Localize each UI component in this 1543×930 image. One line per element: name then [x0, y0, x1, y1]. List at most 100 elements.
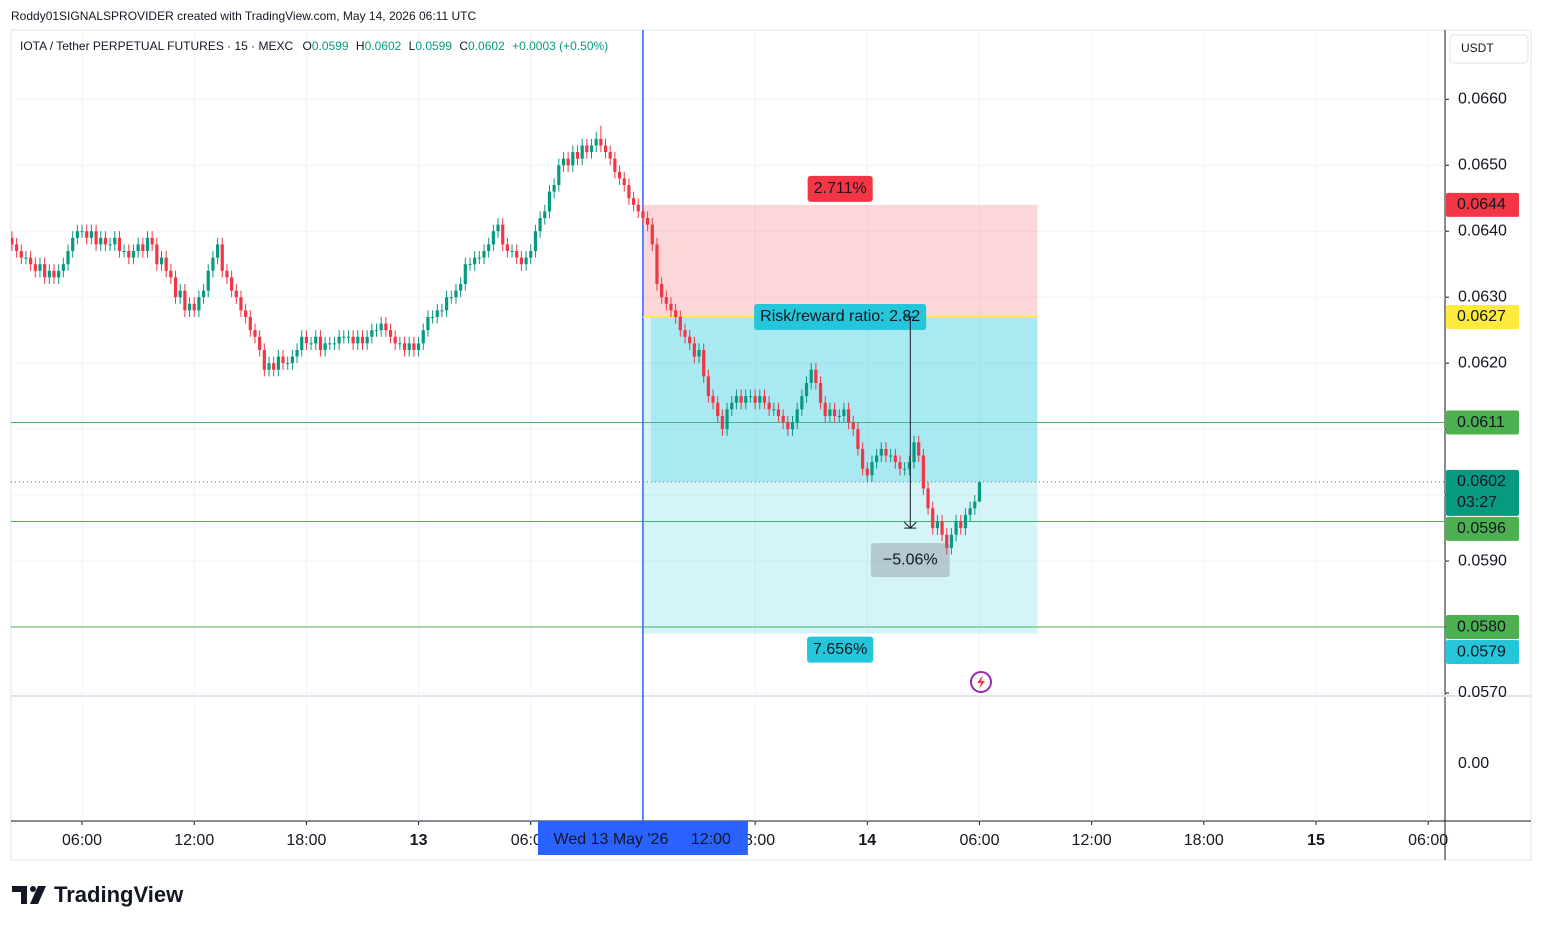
candle-body — [898, 462, 902, 469]
candle-body — [865, 468, 869, 476]
price-label-box — [1446, 615, 1519, 640]
candle-body — [758, 396, 762, 403]
position-stop-zone — [642, 204, 1038, 317]
overlay-layer: 2.711% 7.656% Risk/reward ratio: 2.82 −5.06… — [537, 175, 1519, 855]
candle-body — [398, 343, 402, 345]
candle-body — [627, 185, 631, 199]
candle-body — [519, 257, 524, 265]
candle-body — [547, 191, 552, 212]
price-label-box — [1446, 516, 1519, 541]
candle-body — [828, 409, 832, 416]
current-price-box — [1446, 469, 1519, 516]
candle-body — [99, 237, 103, 245]
candle-body — [795, 409, 799, 423]
price-label: 0.0580 — [1457, 618, 1506, 635]
candle-body — [459, 283, 463, 291]
currency-label[interactable]: USDT — [1461, 41, 1494, 55]
candle-body — [613, 158, 617, 172]
candle-body — [800, 396, 804, 410]
candle-body — [884, 448, 888, 456]
candle-body — [809, 369, 813, 383]
candle-body — [575, 152, 580, 159]
candle-body — [804, 382, 809, 397]
candle-body — [211, 257, 215, 271]
x-tick-label: 06:00 — [959, 832, 999, 849]
candle-body — [688, 336, 692, 344]
candle-body — [454, 290, 458, 298]
candle-body — [47, 270, 51, 278]
candle-body — [762, 396, 767, 403]
price-label: 0.0579 — [1457, 643, 1506, 660]
brand-logo-dot — [30, 886, 36, 892]
chart-frame — [10, 29, 1532, 861]
candle-body — [515, 251, 519, 258]
candle-body — [155, 244, 159, 265]
price-label-box — [1446, 640, 1519, 665]
alert-icon-bolt[interactable] — [977, 675, 985, 689]
price-label-box — [1446, 192, 1519, 217]
currency-button[interactable] — [1449, 34, 1529, 64]
candle-body — [187, 303, 192, 311]
y-tick-label: 0.0650 — [1458, 156, 1507, 173]
candle-body — [622, 178, 626, 186]
candle-body — [510, 251, 514, 253]
candle-body — [197, 297, 201, 311]
brand-logo-slash — [30, 886, 46, 904]
candle-body — [524, 257, 528, 265]
candle-body — [678, 316, 682, 331]
current-price-label: 0.0602 — [1457, 473, 1506, 490]
candle-body — [258, 336, 262, 350]
candle-body — [337, 336, 341, 344]
position-stop-label-box — [807, 175, 873, 202]
candle-body — [314, 336, 318, 344]
candle-layer — [11, 125, 982, 555]
candle-body — [646, 218, 650, 225]
y-tick-label: 0.0570 — [1458, 684, 1507, 701]
candle-body — [309, 343, 313, 345]
candle-body — [683, 330, 687, 337]
candle-body — [571, 152, 575, 166]
legend-open-value: 0.0599 — [312, 39, 349, 53]
candle-body — [814, 369, 818, 383]
candle-body — [286, 363, 290, 365]
candle-body — [33, 264, 37, 271]
candle-body — [384, 323, 388, 331]
candle-body — [300, 336, 304, 350]
candle-body — [164, 257, 168, 271]
price-label: 0.0627 — [1457, 308, 1506, 325]
legend-high-value: 0.0602 — [365, 39, 402, 53]
alert-icon[interactable] — [970, 671, 992, 693]
candle-body — [706, 376, 710, 397]
candle-body — [921, 455, 925, 489]
candle-body — [113, 237, 117, 245]
candle-body — [818, 382, 823, 403]
candle-body — [206, 270, 210, 291]
candle-body — [730, 402, 734, 410]
candle-body — [533, 231, 538, 252]
candle-body — [856, 429, 860, 449]
candle-body — [655, 244, 659, 284]
candle-body — [360, 336, 365, 344]
candle-body — [365, 336, 369, 344]
candle-body — [122, 251, 126, 253]
candle-body — [323, 343, 327, 350]
candle-body — [631, 198, 636, 205]
candle-body — [949, 534, 954, 548]
candle-body — [220, 244, 224, 271]
candle-body — [328, 343, 332, 345]
candle-body — [491, 231, 495, 245]
candle-body — [702, 349, 706, 377]
candle-body — [716, 402, 720, 416]
price-label: 0.0611 — [1457, 414, 1505, 431]
symbol-legend: IOTA / Tether PERPETUAL FUTURES · 15 · M… — [20, 39, 608, 53]
candle-body — [150, 237, 154, 245]
candle-body — [412, 343, 416, 350]
candle-body — [660, 283, 664, 298]
candle-body — [734, 396, 739, 403]
candle-body — [356, 336, 360, 344]
candle-body — [842, 409, 846, 416]
candle-body — [80, 231, 84, 233]
candle-body — [617, 171, 622, 179]
candle-body — [24, 257, 28, 259]
candle-body — [253, 330, 257, 337]
